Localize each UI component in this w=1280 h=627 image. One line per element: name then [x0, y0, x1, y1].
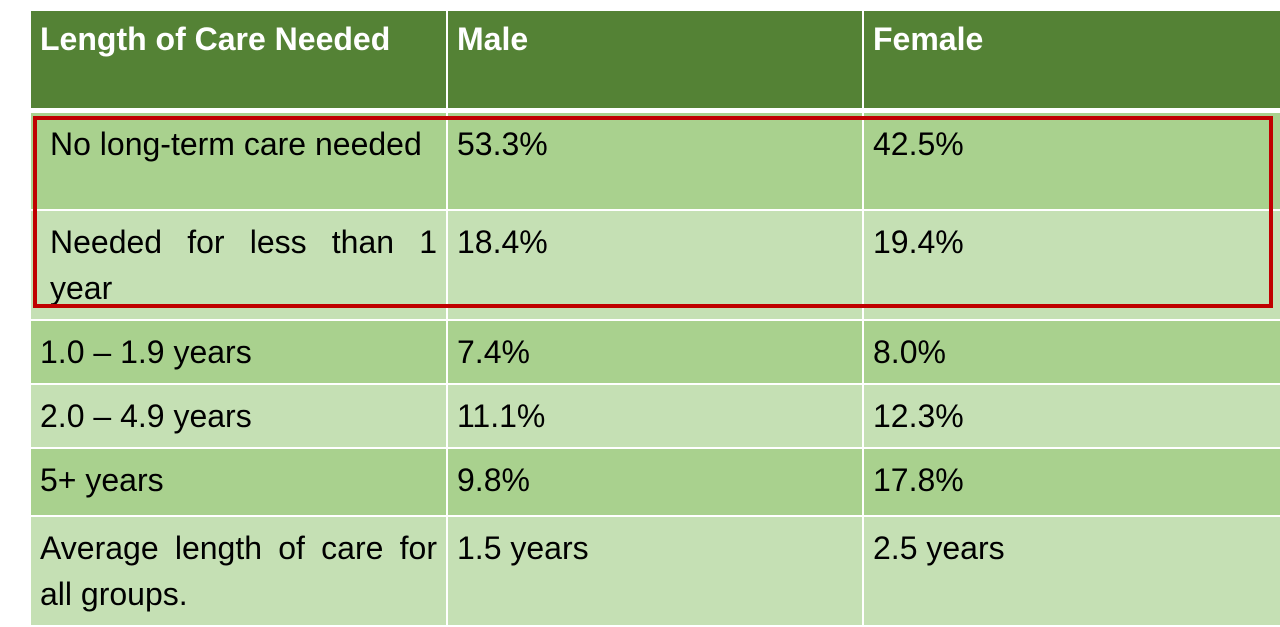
male-value: 7.4%: [447, 320, 864, 385]
table-row: 1.0 – 1.9 years 7.4% 8.0%: [31, 320, 1280, 385]
male-value: 1.5 years: [447, 516, 864, 627]
table-row: No long-term care needed 53.3% 42.5%: [31, 110, 1280, 211]
row-label: 5+ years: [31, 448, 448, 517]
care-length-table: Length of Care Needed Male Female No lon…: [31, 11, 1280, 627]
header-male: Male: [447, 11, 864, 113]
table-row: Average length of care for all groups. 1…: [31, 516, 1280, 627]
female-value: 19.4%: [863, 210, 1280, 321]
header-length-of-care: Length of Care Needed: [31, 11, 448, 113]
male-value: 11.1%: [447, 384, 864, 449]
female-value: 42.5%: [863, 110, 1280, 211]
male-value: 9.8%: [447, 448, 864, 517]
female-value: 12.3%: [863, 384, 1280, 449]
row-label: No long-term care needed: [31, 110, 448, 211]
table-row: 2.0 – 4.9 years 11.1% 12.3%: [31, 384, 1280, 449]
female-value: 8.0%: [863, 320, 1280, 385]
row-label: Average length of care for all groups.: [31, 516, 448, 627]
header-female: Female: [863, 11, 1280, 113]
male-value: 18.4%: [447, 210, 864, 321]
row-label: 2.0 – 4.9 years: [31, 384, 448, 449]
row-label: 1.0 – 1.9 years: [31, 320, 448, 385]
female-value: 17.8%: [863, 448, 1280, 517]
female-value: 2.5 years: [863, 516, 1280, 627]
care-length-table-container: Length of Care Needed Male Female No lon…: [31, 11, 1280, 627]
table-row: 5+ years 9.8% 17.8%: [31, 448, 1280, 517]
male-value: 53.3%: [447, 110, 864, 211]
row-label: Needed for less than 1 year: [31, 210, 448, 321]
table-header-row: Length of Care Needed Male Female: [31, 11, 1280, 113]
table-row: Needed for less than 1 year 18.4% 19.4%: [31, 210, 1280, 321]
